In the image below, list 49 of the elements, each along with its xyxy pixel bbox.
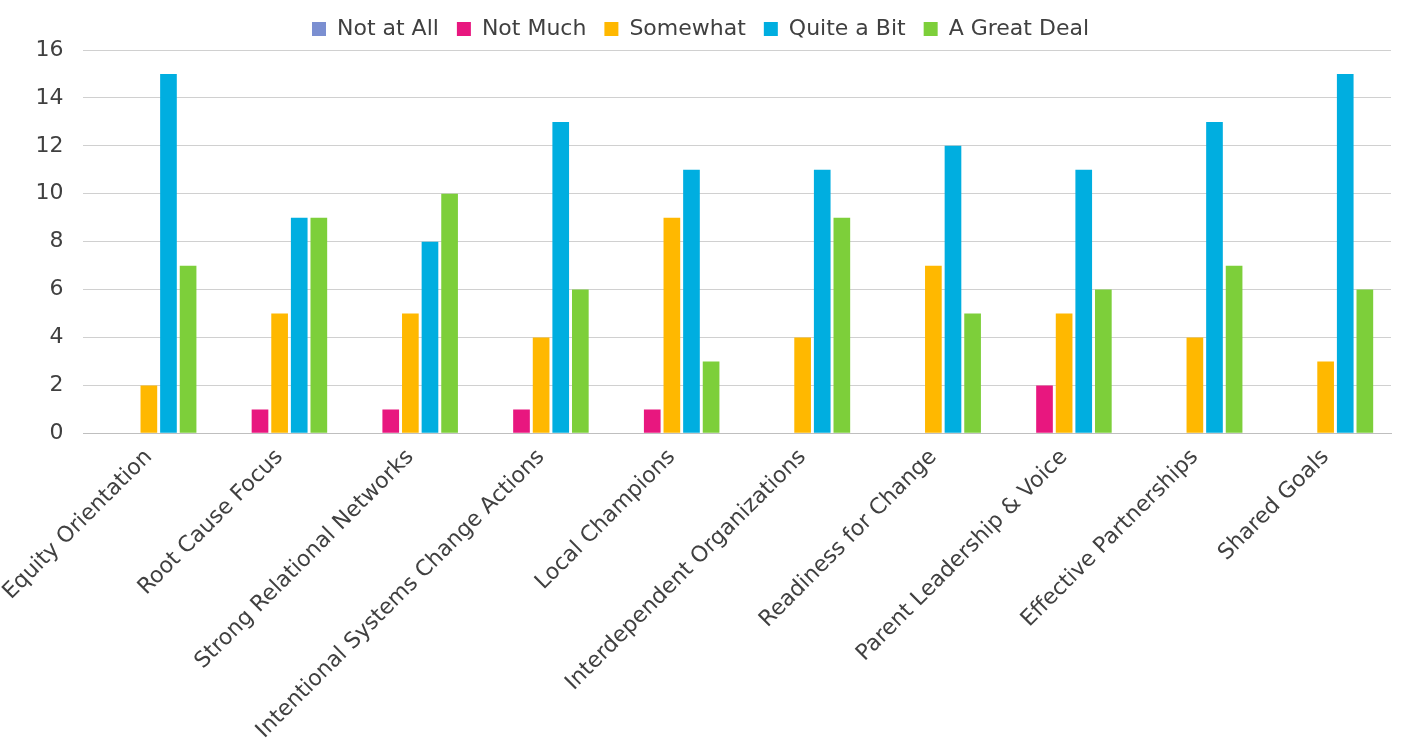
legend-label: Not Much (481, 14, 587, 40)
legend-label: Somewhat (629, 14, 747, 40)
y-tick-label: 0 (49, 419, 64, 445)
legend-label: Quite a Bit (788, 14, 907, 40)
bar (663, 217, 681, 433)
bar (944, 145, 962, 433)
bar (572, 289, 589, 433)
bar (421, 241, 439, 433)
bar (382, 409, 400, 433)
bar (1186, 337, 1204, 433)
bar (1225, 265, 1243, 433)
bar (1055, 313, 1073, 433)
bar (441, 193, 458, 433)
bar (1206, 121, 1223, 433)
bar (794, 337, 811, 433)
bar (271, 313, 288, 433)
y-tick-label: 12 (35, 131, 64, 157)
bar (513, 409, 530, 433)
bar (1075, 169, 1093, 433)
bar (1336, 73, 1354, 433)
bar (833, 217, 851, 433)
y-tick-label: 8 (49, 227, 64, 253)
bar (251, 409, 269, 433)
bar (532, 337, 550, 433)
bar (1036, 385, 1053, 433)
bar (1356, 289, 1374, 433)
bar (290, 217, 308, 433)
bar (925, 265, 942, 433)
legend-label: Not at All (336, 14, 439, 40)
bar (643, 409, 661, 433)
legend-label: A Great Deal (948, 14, 1090, 40)
bar (813, 169, 831, 433)
bar (1317, 361, 1334, 433)
y-tick-label: 2 (49, 371, 64, 397)
y-tick-label: 16 (35, 35, 64, 61)
bar (1095, 289, 1112, 433)
bar (683, 169, 700, 433)
bar (402, 313, 419, 433)
bar (310, 217, 328, 433)
bar (702, 361, 720, 433)
bar (552, 121, 570, 433)
y-tick-label: 6 (49, 275, 64, 301)
bar (964, 313, 981, 433)
bar (160, 73, 177, 433)
y-tick-label: 4 (49, 323, 64, 349)
bar (140, 385, 158, 433)
y-tick-label: 14 (35, 83, 64, 109)
bar (179, 265, 197, 433)
y-tick-label: 10 (35, 179, 64, 205)
